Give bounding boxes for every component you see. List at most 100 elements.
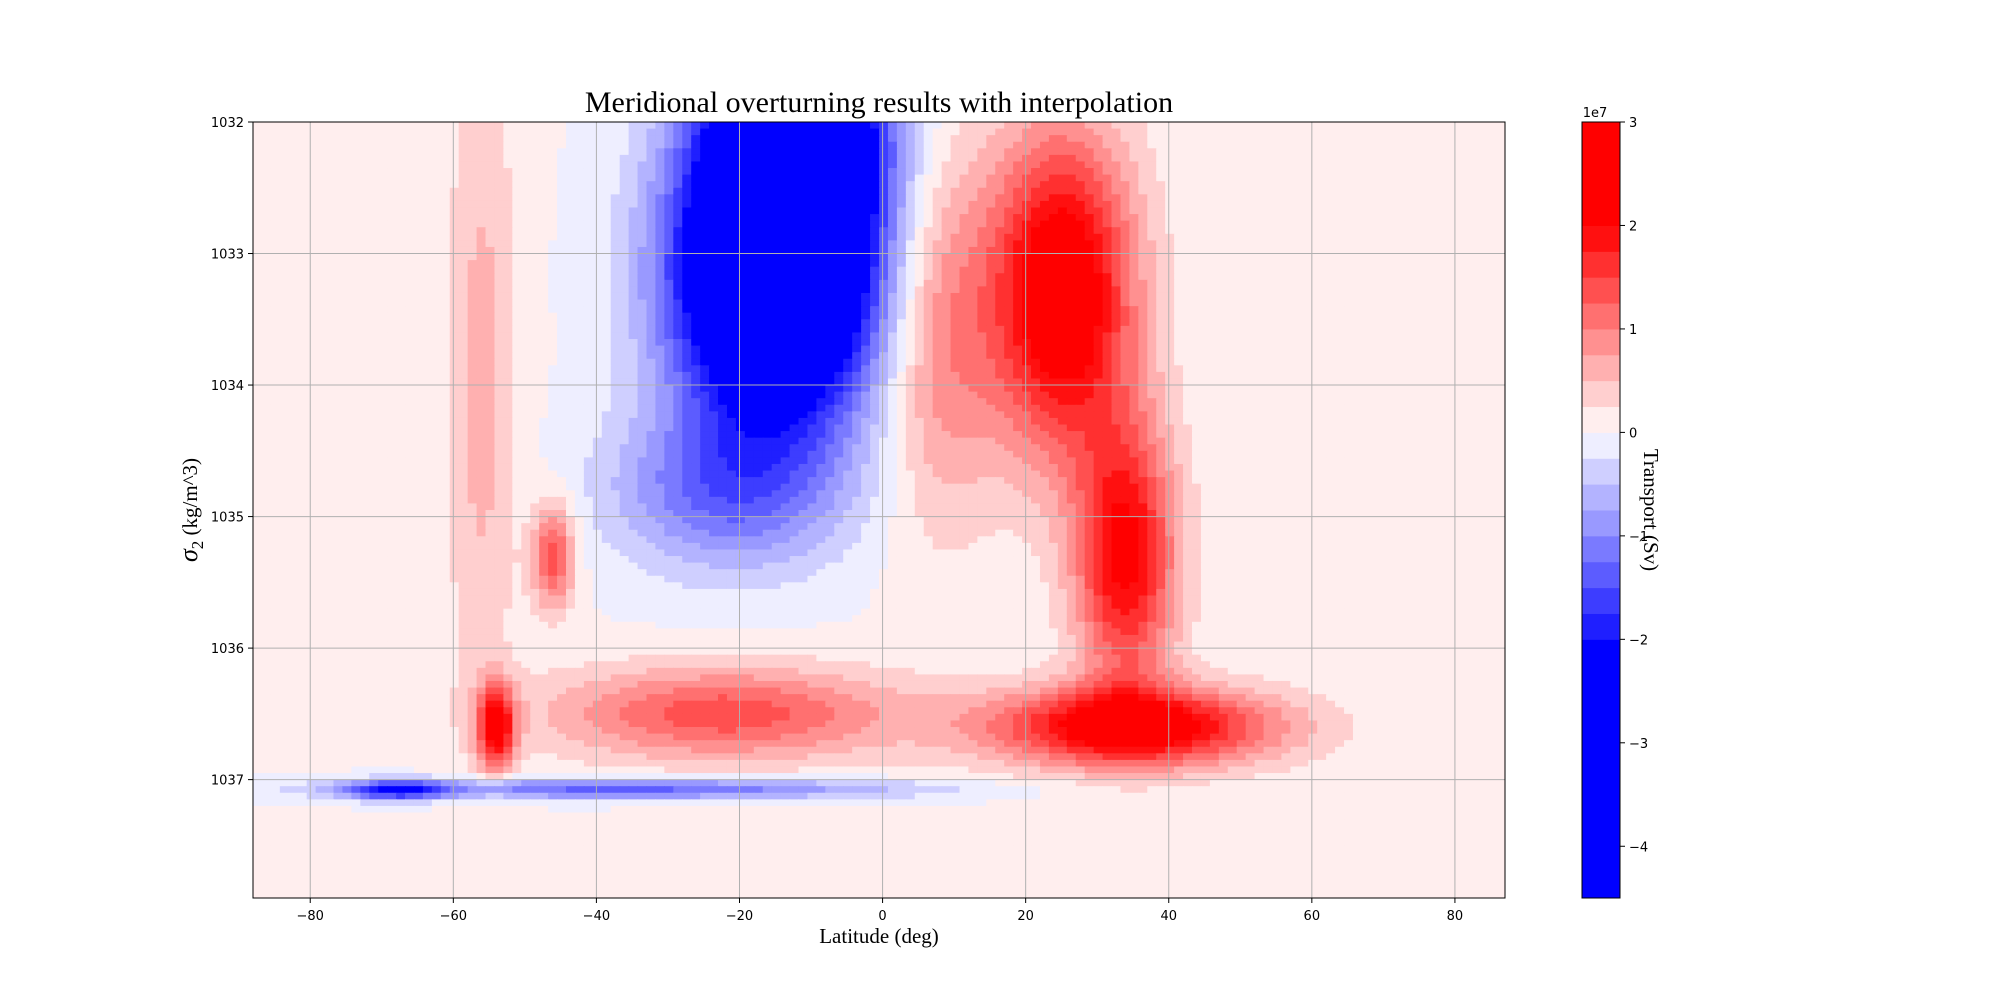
contour-cell — [1004, 253, 1014, 261]
contour-cell — [941, 299, 952, 307]
contour-cell — [879, 306, 889, 314]
contour-cell — [1317, 240, 1327, 248]
contour-cell — [1066, 253, 1077, 261]
contour-cell — [1460, 325, 1470, 334]
contour-cell — [1281, 292, 1291, 301]
contour-cell — [986, 306, 996, 314]
contour-cell — [1272, 200, 1283, 209]
contour-cell — [637, 168, 648, 176]
contour-cell — [1075, 339, 1086, 347]
contour-cell — [771, 122, 782, 130]
contour-cell — [825, 325, 835, 334]
contour-cell — [1066, 148, 1077, 156]
contour-cell — [986, 260, 996, 268]
contour-cell — [557, 174, 567, 182]
contour-cell — [646, 161, 657, 169]
contour-cell — [485, 345, 496, 353]
contour-cell — [279, 187, 290, 195]
contour-cell — [843, 332, 853, 340]
contour-cell — [1084, 260, 1095, 268]
contour-cell — [1397, 161, 1408, 169]
contour-cell — [1433, 161, 1443, 169]
contour-cell — [270, 168, 281, 176]
contour-cell — [977, 332, 987, 340]
contour-cell — [1424, 168, 1435, 176]
contour-cell — [1245, 161, 1256, 169]
contour-cell — [360, 339, 370, 347]
contour-cell — [1156, 332, 1166, 340]
contour-cell — [914, 148, 925, 156]
contour-cell — [1147, 122, 1157, 130]
contour-cell — [914, 345, 925, 353]
contour-cell — [1227, 260, 1238, 268]
contour-cell — [762, 122, 773, 130]
contour-cell — [1192, 148, 1202, 156]
contour-cell — [807, 345, 817, 353]
contour-cell — [557, 200, 567, 209]
contour-cell — [1245, 273, 1256, 281]
contour-cell — [306, 187, 317, 195]
contour-cell — [1478, 266, 1488, 274]
contour-cell — [1254, 220, 1265, 228]
contour-cell — [279, 214, 290, 222]
contour-cell — [601, 325, 612, 334]
contour-cell — [1397, 148, 1408, 156]
contour-cell — [485, 266, 496, 274]
contour-cell — [950, 227, 961, 235]
contour-cell — [476, 319, 487, 327]
contour-cell — [485, 286, 496, 294]
contour-cell — [548, 200, 558, 209]
contour-cell — [440, 253, 451, 261]
contour-cell — [413, 207, 424, 215]
contour-cell — [1317, 187, 1327, 195]
contour-cell — [512, 135, 522, 143]
contour-cell — [682, 260, 692, 268]
contour-cell — [485, 260, 496, 268]
contour-cell — [1245, 233, 1256, 241]
contour-cell — [726, 260, 737, 268]
contour-cell — [1111, 273, 1122, 281]
contour-cell — [253, 227, 263, 235]
contour-cell — [780, 214, 791, 222]
contour-cell — [1272, 266, 1283, 274]
contour-cell — [628, 135, 639, 143]
contour-cell — [1084, 154, 1095, 163]
contour-cell — [288, 220, 299, 228]
contour-cell — [843, 135, 853, 143]
contour-cell — [861, 214, 871, 222]
contour-cell — [1013, 306, 1023, 314]
contour-cell — [1397, 286, 1408, 294]
contour-cell — [1057, 168, 1068, 176]
contour-cell — [1272, 240, 1283, 248]
contour-cell — [422, 253, 433, 261]
contour-cell — [941, 253, 952, 261]
contour-cell — [1290, 233, 1300, 241]
contour-cell — [1209, 154, 1220, 163]
contour-cell — [798, 306, 809, 314]
contour-cell — [1075, 220, 1086, 228]
contour-cell — [405, 122, 415, 130]
contour-cell — [753, 200, 764, 209]
contour-cell — [1138, 154, 1148, 163]
contour-cell — [718, 148, 728, 156]
contour-cell — [387, 260, 397, 268]
contour-cell — [1308, 161, 1318, 169]
contour-cell — [816, 273, 826, 281]
contour-cell — [539, 135, 549, 143]
contour-cell — [503, 194, 513, 202]
contour-cell — [333, 319, 344, 327]
contour-cell — [1183, 154, 1193, 163]
contour-cell — [619, 246, 630, 255]
contour-cell — [387, 174, 397, 182]
contour-cell — [1031, 273, 1041, 281]
contour-cell — [592, 148, 603, 156]
contour-cell — [691, 154, 701, 163]
contour-cell — [870, 312, 880, 320]
contour-cell — [1120, 325, 1130, 334]
contour-cell — [1487, 345, 1497, 353]
contour-cell — [1352, 135, 1363, 143]
contour-cell — [664, 128, 674, 136]
contour-cell — [1496, 220, 1505, 228]
contour-cell — [637, 266, 648, 274]
contour-cell — [816, 319, 826, 327]
